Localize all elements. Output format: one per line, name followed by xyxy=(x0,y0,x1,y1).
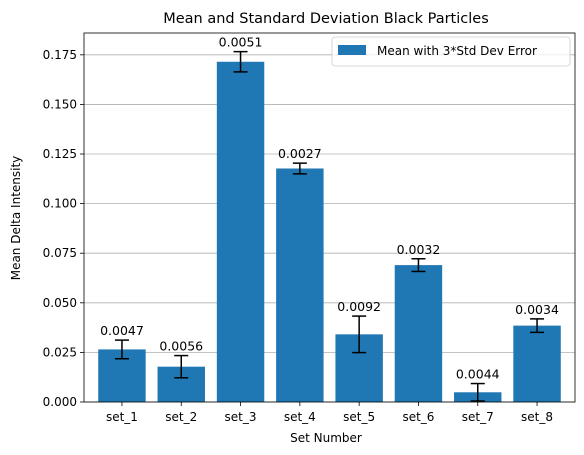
data-label: 0.0044 xyxy=(456,367,500,382)
y-axis-label: Mean Delta Intensity xyxy=(9,156,23,281)
data-labels-group: 0.0047 0.0056 0.0051 0.0027 0.0092 0.0032 0.00… xyxy=(100,35,559,382)
y-tick-label: 0.100 xyxy=(43,197,77,211)
legend: Mean with 3*Std Dev Error xyxy=(332,37,570,66)
data-label: 0.0047 xyxy=(100,323,144,338)
data-label: 0.0056 xyxy=(159,339,203,354)
y-tick-label: 0.150 xyxy=(43,97,77,111)
data-label: 0.0051 xyxy=(219,35,263,50)
y-tick-label: 0.050 xyxy=(43,296,77,310)
legend-swatch xyxy=(338,45,366,55)
y-tick-label: 0.025 xyxy=(43,345,77,359)
y-tick-label: 0.125 xyxy=(43,147,77,161)
x-tick-label: set_2 xyxy=(165,410,197,424)
bar xyxy=(217,62,264,402)
x-tick-label: set_1 xyxy=(106,410,138,424)
y-tick-label: 0.175 xyxy=(43,48,77,62)
data-label: 0.0027 xyxy=(278,146,322,161)
bar xyxy=(276,168,323,402)
x-axis: set_1 set_2 set_3 set_4 set_5 set_6 set_7 set_8 xyxy=(106,402,553,424)
x-tick-label: set_7 xyxy=(462,410,494,424)
x-tick-label: set_8 xyxy=(521,410,553,424)
y-axis: 0.000 0.025 0.050 0.075 0.100 0.125 0.150 0.175 xyxy=(43,48,84,409)
x-tick-label: set_6 xyxy=(402,410,434,424)
bar xyxy=(395,265,442,402)
chart-title: Mean and Standard Deviation Black Partic… xyxy=(163,11,489,27)
y-tick-label: 0.000 xyxy=(43,395,77,409)
y-tick-label: 0.075 xyxy=(43,246,77,260)
grid-lines xyxy=(84,55,575,402)
plot-frame xyxy=(84,33,575,402)
x-tick-label: set_4 xyxy=(284,410,316,424)
x-tick-label: set_3 xyxy=(225,410,257,424)
bar xyxy=(513,326,560,402)
legend-entry: Mean with 3*Std Dev Error xyxy=(377,44,537,58)
x-tick-label: set_5 xyxy=(343,410,375,424)
data-label: 0.0032 xyxy=(397,242,441,257)
data-label: 0.0034 xyxy=(515,302,559,317)
x-axis-label: Set Number xyxy=(290,431,362,445)
data-label: 0.0092 xyxy=(337,299,381,314)
